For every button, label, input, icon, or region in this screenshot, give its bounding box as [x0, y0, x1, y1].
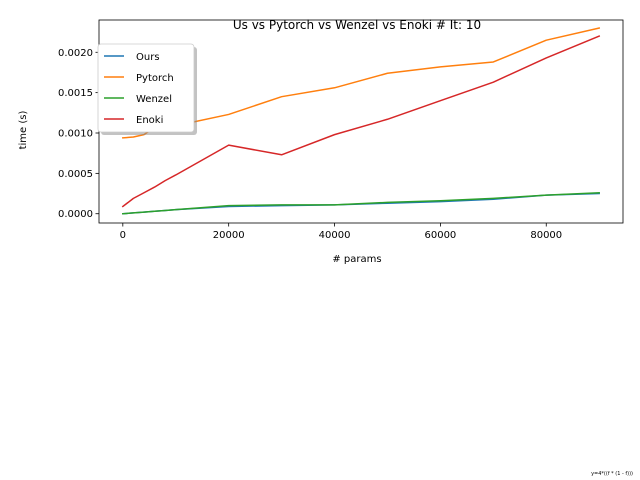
y-tick-label: 0.0015 — [58, 88, 93, 99]
series-line-wenzel — [122, 191, 600, 215]
x-tick-label: 40000 — [319, 230, 351, 241]
x-tick-label: 80000 — [530, 230, 562, 241]
legend-label: Wenzel — [136, 94, 172, 105]
legend: Ours Pytorch Wenzel Enoki — [97, 43, 197, 135]
legend-label: Pytorch — [136, 73, 174, 84]
x-axis: 0 20000 40000 60000 80000 — [120, 223, 562, 241]
y-tick-label: 0.0000 — [58, 209, 93, 220]
y-axis-label: time (s) — [18, 111, 29, 150]
y-tick-label: 0.0010 — [58, 129, 93, 140]
series-line-enoki — [121, 35, 601, 208]
chart-title: Us vs Pytorch vs Wenzel vs Enoki # It: 1… — [233, 18, 481, 32]
y-tick-label: 0.0005 — [58, 169, 93, 180]
legend-label: Enoki — [136, 115, 163, 126]
y-tick-label: 0.0020 — [58, 48, 93, 59]
legend-label: Ours — [136, 52, 160, 63]
legend-box — [97, 43, 195, 133]
x-tick-label: 60000 — [424, 230, 456, 241]
x-tick-label: 20000 — [213, 230, 245, 241]
footnote: y=4*((f * (1 - f))) — [591, 471, 633, 477]
x-tick-label: 0 — [120, 230, 126, 241]
x-axis-label: # params — [332, 254, 381, 265]
